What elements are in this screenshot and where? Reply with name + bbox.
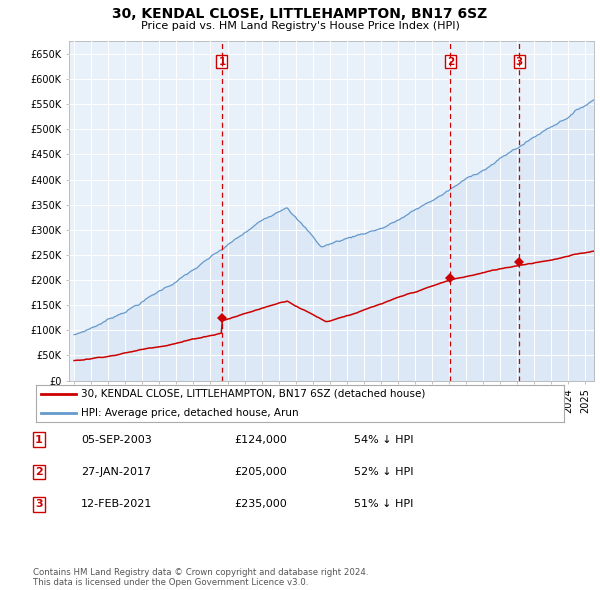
Text: 1: 1 (218, 57, 226, 67)
Text: 3: 3 (35, 500, 43, 509)
Text: 2: 2 (35, 467, 43, 477)
Text: 27-JAN-2017: 27-JAN-2017 (81, 467, 151, 477)
Text: 52% ↓ HPI: 52% ↓ HPI (354, 467, 413, 477)
Text: 51% ↓ HPI: 51% ↓ HPI (354, 500, 413, 509)
Text: 1: 1 (35, 435, 43, 444)
Text: £235,000: £235,000 (234, 500, 287, 509)
Text: 2: 2 (447, 57, 454, 67)
Text: Price paid vs. HM Land Registry's House Price Index (HPI): Price paid vs. HM Land Registry's House … (140, 21, 460, 31)
Text: 05-SEP-2003: 05-SEP-2003 (81, 435, 152, 444)
Text: £124,000: £124,000 (234, 435, 287, 444)
Text: 30, KENDAL CLOSE, LITTLEHAMPTON, BN17 6SZ (detached house): 30, KENDAL CLOSE, LITTLEHAMPTON, BN17 6S… (81, 389, 425, 399)
Text: HPI: Average price, detached house, Arun: HPI: Average price, detached house, Arun (81, 408, 299, 418)
Text: Contains HM Land Registry data © Crown copyright and database right 2024.
This d: Contains HM Land Registry data © Crown c… (33, 568, 368, 587)
Text: 54% ↓ HPI: 54% ↓ HPI (354, 435, 413, 444)
Text: 12-FEB-2021: 12-FEB-2021 (81, 500, 152, 509)
Text: £205,000: £205,000 (234, 467, 287, 477)
Text: 3: 3 (515, 57, 523, 67)
Text: 30, KENDAL CLOSE, LITTLEHAMPTON, BN17 6SZ: 30, KENDAL CLOSE, LITTLEHAMPTON, BN17 6S… (112, 7, 488, 21)
